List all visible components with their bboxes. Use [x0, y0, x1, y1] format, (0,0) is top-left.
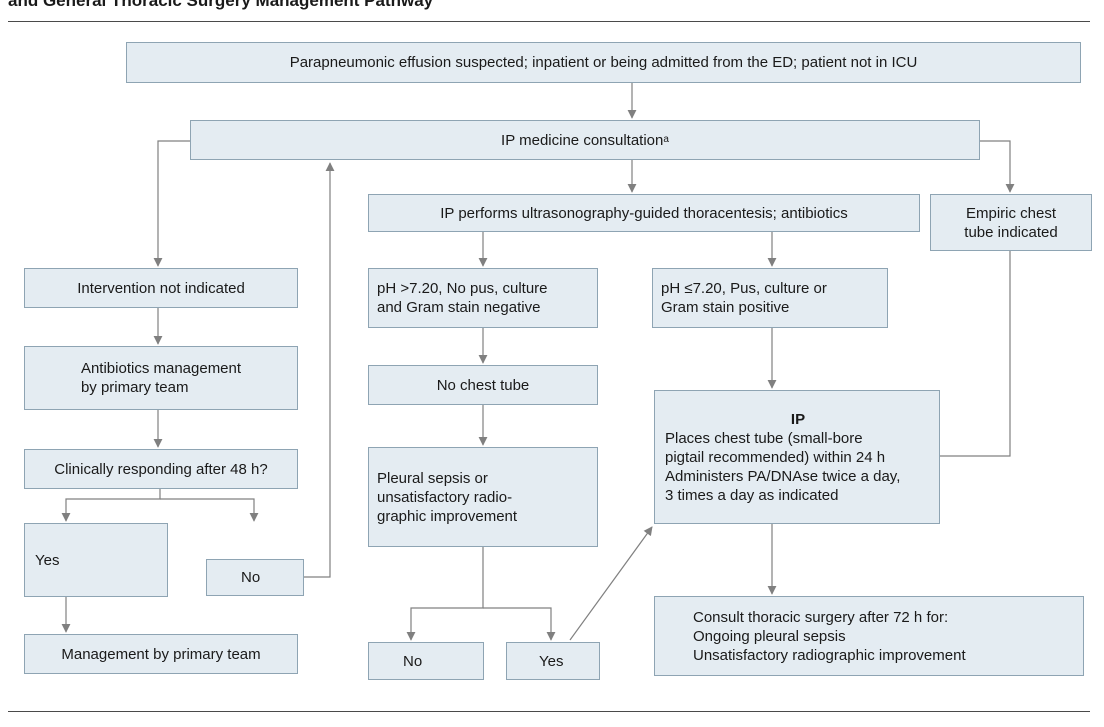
node-antibiotics-text: Antibiotics management by primary team [80, 360, 242, 396]
node-effusion-suspected: Parapneumonic effusion suspected; inpati… [126, 42, 1081, 83]
arrow-pleural-split-yes [483, 607, 556, 641]
node-yes-bottom-text: Yes [539, 652, 564, 670]
node-consult-text: Consult thoracic surgery after 72 h for:… [693, 608, 966, 664]
arrow-empiric-to-ip [940, 251, 1011, 457]
node-yes-responding: Yes [24, 523, 168, 597]
node-consult-thoracic-surgery: Consult thoracic surgery after 72 h for:… [654, 596, 1084, 676]
arrow-consult-to-not-indicated [153, 140, 190, 267]
node-management-text: Management by primary team [61, 645, 261, 663]
node-effusion-suspected-text: Parapneumonic effusion suspected; inpati… [289, 54, 918, 71]
node-yes-pleural: Yes [506, 642, 600, 680]
node-no-left-text: No [241, 569, 261, 586]
node-ph-high: pH >7.20, No pus, culture and Gram stain… [368, 268, 598, 328]
node-ultrasound-thoracentesis: IP performs ultrasonography-guided thora… [368, 194, 920, 232]
node-no-pleural: No [368, 642, 484, 680]
node-empiric-text: Empiric chest tube indicated [964, 204, 1058, 241]
node-clinically-text: Clinically responding after 48 h? [54, 460, 268, 478]
node-antibiotics-management: Antibiotics management by primary team [24, 346, 298, 410]
node-ip-title: IP [790, 410, 806, 428]
node-not-indicated-text: Intervention not indicated [77, 279, 245, 297]
node-pleural-sepsis: Pleural sepsis or unsatisfactory radio- … [368, 447, 598, 547]
node-ultrasound-text: IP performs ultrasonography-guided thora… [440, 204, 848, 222]
node-ip-consultation-text: IP medicine consultation [501, 131, 664, 149]
node-no-chest-tube: No chest tube [368, 365, 598, 405]
node-ph-low: pH ≤7.20, Pus, culture or Gram stain pos… [652, 268, 888, 328]
arrow-clinically-to-no [160, 498, 259, 522]
figure-title: and General Thoracic Surgery Management … [8, 0, 434, 10]
node-empiric-chest-tube: Empiric chest tube indicated [930, 194, 1092, 251]
node-yes-left-text: Yes [35, 551, 60, 569]
node-ip-chest-tube: IP Places chest tube (small-bore pigtail… [654, 390, 940, 524]
node-ip-body: Places chest tube (small-bore pigtail re… [665, 429, 901, 504]
arrow-consult-to-empiric [980, 140, 1015, 193]
bottom-rule [8, 711, 1090, 712]
arrow-pleural-split-no [406, 547, 484, 641]
arrow-yes-to-ip [569, 526, 653, 641]
node-no-responding: No [206, 559, 304, 596]
node-ph-high-text: pH >7.20, No pus, culture and Gram stain… [377, 280, 548, 316]
top-rule [8, 21, 1090, 22]
node-intervention-not-indicated: Intervention not indicated [24, 268, 298, 308]
node-ip-consultation: IP medicine consultation a [190, 120, 980, 160]
node-management-primary-team: Management by primary team [24, 634, 298, 674]
node-pleural-sepsis-text: Pleural sepsis or unsatisfactory radio- … [377, 469, 518, 525]
node-no-chest-tube-text: No chest tube [436, 376, 530, 394]
node-ph-low-text: pH ≤7.20, Pus, culture or Gram stain pos… [661, 280, 827, 316]
figure-header: and General Thoracic Surgery Management … [8, 0, 1098, 40]
arrow-no-to-consult [304, 162, 335, 578]
node-no-bottom-text: No [403, 652, 423, 670]
node-clinically-responding: Clinically responding after 48 h? [24, 449, 298, 489]
